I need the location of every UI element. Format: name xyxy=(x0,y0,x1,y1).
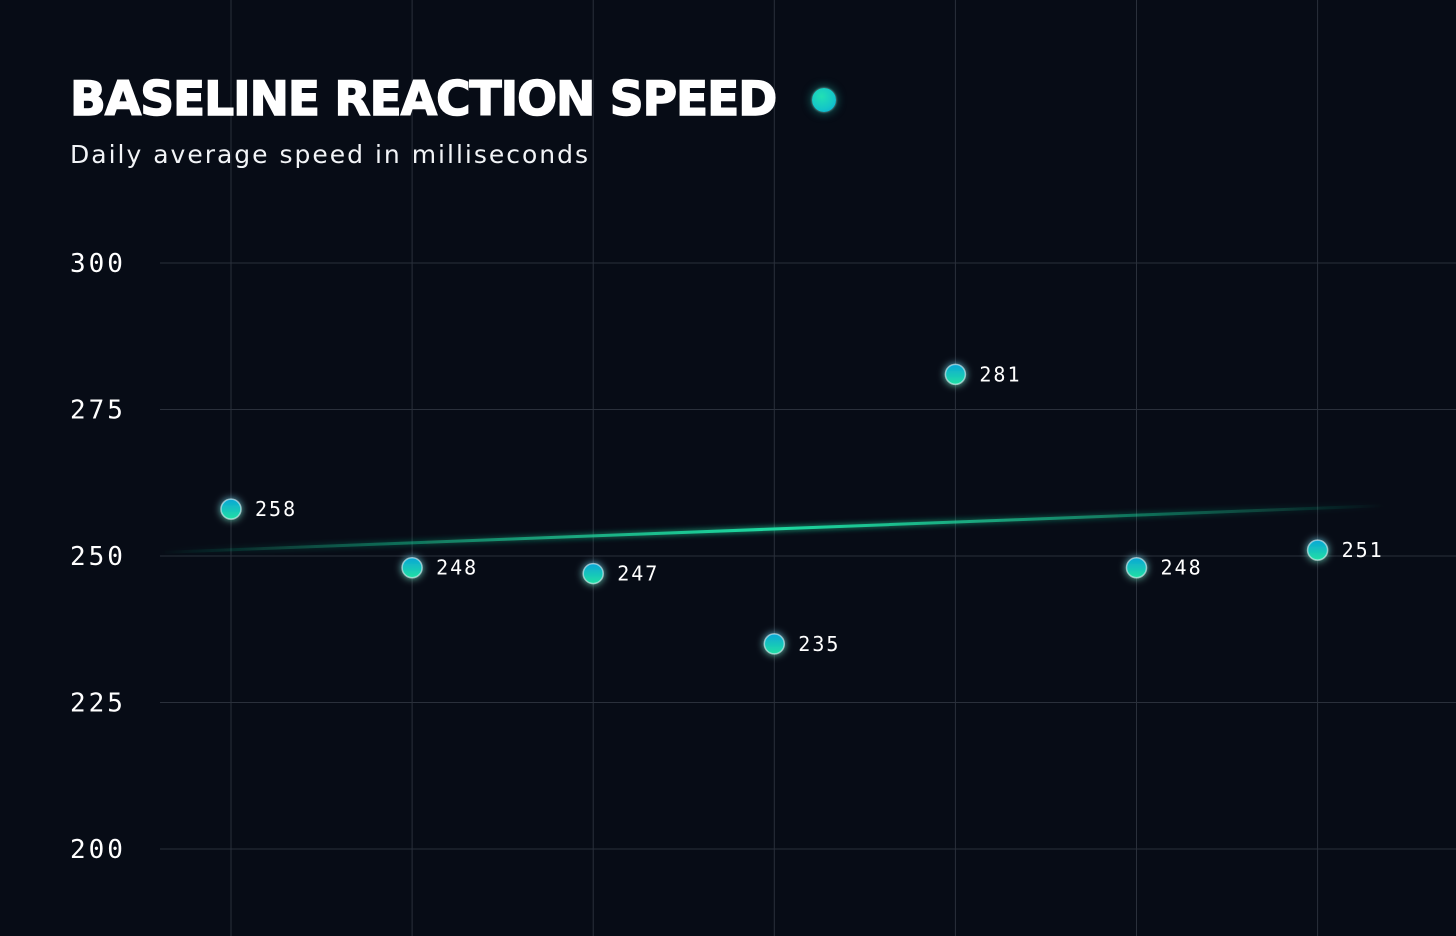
y-axis: 300 275 250 225 200 xyxy=(70,249,126,865)
y-tick-label: 250 xyxy=(70,542,126,572)
y-tick-label: 275 xyxy=(70,396,126,426)
legend-dot-icon xyxy=(812,88,837,113)
data-point xyxy=(944,363,967,386)
data-point xyxy=(220,498,242,520)
data-label: 235 xyxy=(798,632,840,656)
data-labels: 258 248 247 235 281 248 251 xyxy=(255,362,1384,656)
chart-title: BASELINE REACTION SPEED xyxy=(69,71,778,128)
data-label: 281 xyxy=(979,362,1021,386)
data-label: 248 xyxy=(436,556,478,580)
data-point xyxy=(401,556,423,579)
data-points xyxy=(220,363,1329,655)
y-tick-label: 200 xyxy=(70,835,126,865)
trend-line xyxy=(158,504,1387,554)
data-label: 248 xyxy=(1161,556,1203,580)
data-label: 247 xyxy=(617,562,659,586)
trend-line-group xyxy=(158,504,1387,554)
data-point xyxy=(1306,539,1329,561)
chart-header: BASELINE REACTION SPEED Daily average sp… xyxy=(69,71,837,170)
data-label: 258 xyxy=(255,497,297,521)
data-point xyxy=(763,633,786,655)
grid xyxy=(160,0,1456,936)
data-label: 251 xyxy=(1342,538,1384,562)
data-point xyxy=(1125,556,1148,579)
y-tick-label: 225 xyxy=(70,689,126,719)
y-tick-label: 300 xyxy=(70,249,126,279)
chart-subtitle: Daily average speed in milliseconds xyxy=(70,140,591,170)
data-point xyxy=(582,562,604,585)
